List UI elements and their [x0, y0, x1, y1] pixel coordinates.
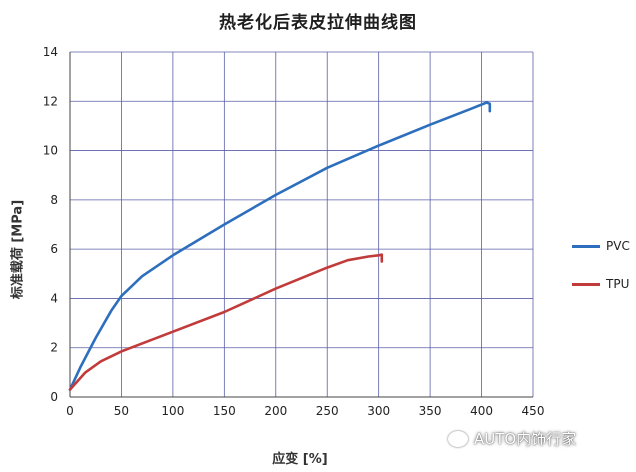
chart-title: 热老化后表皮拉伸曲线图: [219, 13, 417, 33]
watermark: AUTO内饰行家: [448, 428, 576, 449]
y-tick-label: 2: [50, 341, 58, 355]
y-tick-label: 14: [43, 45, 58, 59]
legend-label-tpu: TPU: [606, 277, 630, 291]
y-tick-label: 10: [43, 144, 58, 158]
axes: [69, 52, 533, 398]
watermark-text: AUTO内饰行家: [474, 430, 577, 448]
y-tick-label: 0: [50, 390, 58, 404]
x-tick-label: 50: [114, 404, 129, 418]
series-line-pvc: [68, 101, 492, 391]
y-tick-label: 6: [50, 242, 58, 256]
x-tick-label: 250: [316, 404, 339, 418]
x-tick-label: 300: [367, 404, 390, 418]
legend: PVC TPU: [572, 238, 630, 314]
y-tick-label: 8: [50, 193, 58, 207]
legend-swatch-tpu: [572, 282, 600, 286]
series-line-tpu: [68, 253, 384, 391]
y-tick-label: 4: [50, 291, 58, 305]
tick-labels: 0 50 100 150 200 250 300 350 400 450 0 2 4 6 8 10 12 14: [43, 45, 545, 418]
x-tick-label: 150: [213, 404, 236, 418]
x-tick-label: 0: [66, 404, 74, 418]
legend-item-tpu: TPU: [572, 276, 630, 292]
y-axis-label: 标准载荷 [MPa]: [10, 199, 26, 300]
legend-label-pvc: PVC: [606, 239, 630, 253]
x-tick-label: 100: [161, 404, 184, 418]
x-tick-label: 400: [470, 404, 493, 418]
x-tick-label: 350: [419, 404, 442, 418]
x-tick-label: 200: [264, 404, 287, 418]
legend-swatch-pvc: [572, 244, 600, 248]
x-tick-label: 450: [522, 404, 545, 418]
legend-item-pvc: PVC: [572, 238, 630, 254]
wechat-icon: [448, 430, 468, 447]
y-tick-label: 12: [43, 94, 58, 108]
x-axis-label: 应变 [%]: [272, 452, 328, 467]
series: [68, 101, 492, 391]
